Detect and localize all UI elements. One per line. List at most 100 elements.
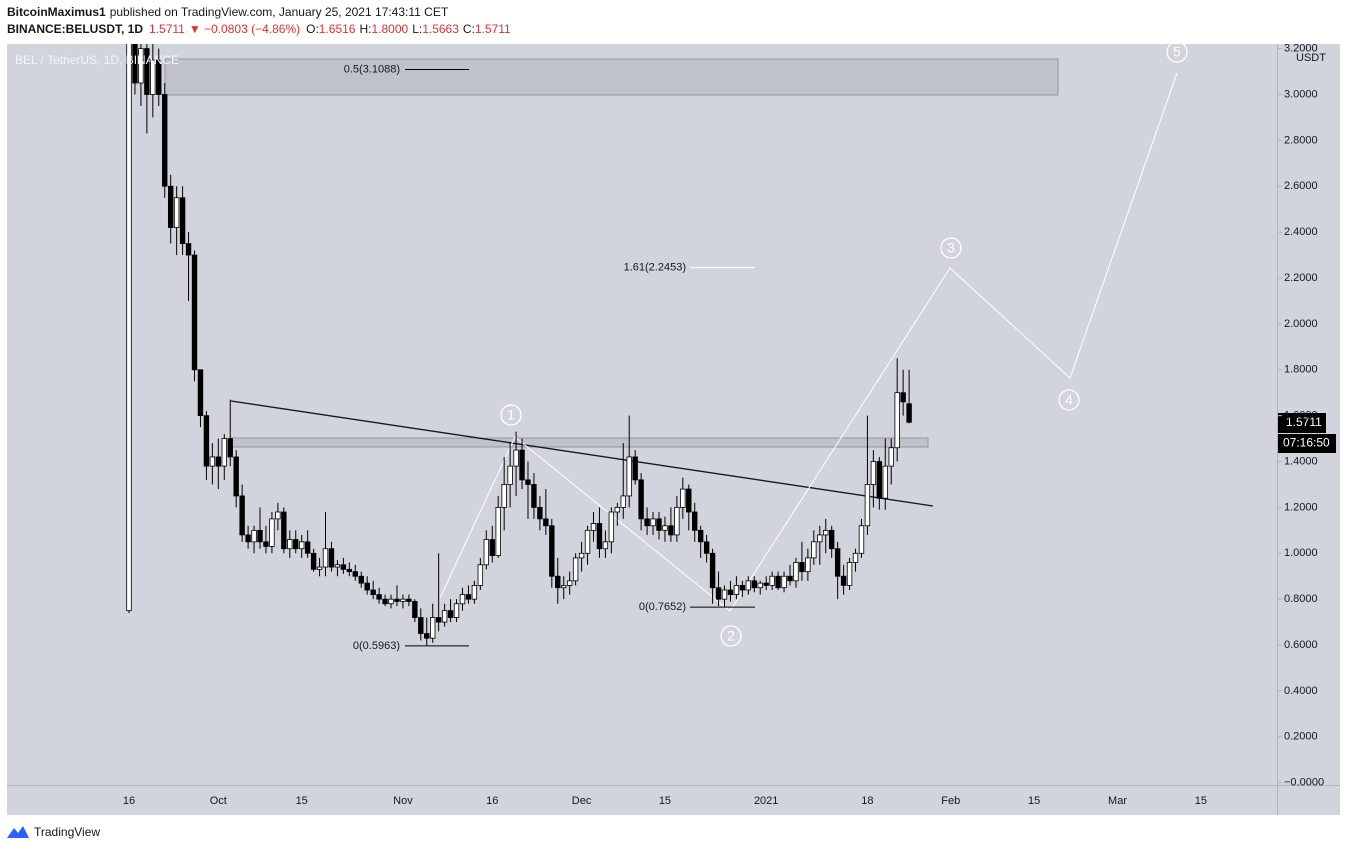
candle-body [441,610,448,623]
candle-body [519,449,525,481]
candle-body [590,523,597,531]
candle-body [680,488,686,508]
candle-body [864,484,871,527]
candle-body [346,568,353,573]
header-line: BINANCE:BELUSDT, 1D 1.5711 ▼ −0.0803 (−4.8… [7,22,511,36]
candle-body [757,582,763,589]
candle-body [352,571,358,577]
candle-body [846,562,853,586]
candle-body [870,461,877,485]
y-tick-label: 3.0000 [1284,88,1318,100]
candle-body [293,539,299,550]
x-tick-label: Oct [210,795,227,807]
candle-body [727,589,734,595]
wave-label: 1 [507,407,515,423]
candle-body [697,529,704,543]
published: published on TradingView.com, January 25… [110,5,449,19]
candle-body [561,585,567,589]
candle-body [709,552,716,589]
y-tick-label: 2.2000 [1284,272,1318,284]
candle-body [358,575,364,584]
y-tick-label: 2.4000 [1284,226,1318,238]
candle-body [876,461,883,499]
candle-body [269,518,275,547]
candle-body [692,511,698,531]
x-tick-label: Nov [393,795,413,807]
candle-body [584,529,591,554]
x-tick-label: Feb [941,795,960,807]
candle-body [185,243,192,256]
candle-body [739,585,746,591]
candle-body [382,598,388,605]
candle-body [715,587,722,600]
ohlc-label: H: [359,22,371,36]
candle-body [412,601,418,618]
y-tick-label: 0.4000 [1284,685,1318,697]
candle-body [310,552,317,570]
x-tick-label: Dec [572,795,592,807]
change: ▼ −0.0803 (−4.86%) [189,22,300,36]
candle-body [852,552,859,563]
candle-body [388,598,394,605]
candle-body [191,254,198,371]
ohlc-value: 1.8000 [371,22,408,36]
candle-body [138,48,144,84]
resistance-zone [164,58,1059,96]
candle-body [173,197,180,228]
candle-body [209,456,216,467]
candle-body [763,582,769,586]
fib-label: 0.5(3.1088) [344,63,400,75]
candle-body [549,525,555,577]
author: BitcoinMaximus1 [7,5,106,19]
candle-body [811,541,817,559]
y-tick-label: 1.6000 [1284,410,1318,422]
candle-body [328,548,335,568]
candle-body [572,557,579,582]
candle-body [882,465,888,499]
candle-body [656,518,662,531]
candle-body [626,456,632,497]
candle-body [840,575,847,586]
candle-body [596,523,603,550]
wave-circle [1058,389,1080,411]
candle-body [900,392,906,403]
candle-body [430,617,436,639]
fib-label: 0(0.5963) [353,640,400,652]
candle-body [215,456,222,467]
candle-body [221,438,227,467]
y-tick-label: 0.6000 [1284,639,1318,651]
y-tick-label: 2.8000 [1284,134,1318,146]
axis-unit: USDT [1296,52,1326,64]
candle-body [126,44,132,612]
candle-body [888,447,894,467]
candle-body [638,479,644,520]
candle-body [275,511,281,520]
wave-label: 3 [947,240,955,256]
support-zone [229,437,929,448]
last-price: 1.5711 [149,22,185,36]
brand: TradingView [34,825,100,839]
x-tick-label: 18 [861,795,873,807]
candle-body [543,518,549,527]
candle-body [513,449,519,467]
candle-body [650,518,656,527]
candle-body [769,575,775,586]
candle-body [787,575,793,582]
candle-body [316,566,323,570]
candle-body [477,564,484,586]
y-tick-label: 1.8000 [1284,364,1318,376]
fib-label: 1.61(2.2453) [624,262,686,274]
ohlc-value: 1.5663 [422,22,459,36]
y-tick-label: 1.4000 [1284,455,1318,467]
candle-body [644,518,650,527]
y-tick-label: 0.2000 [1284,731,1318,743]
candle-body [668,525,674,536]
y-tick-label: −0.0000 [1284,777,1324,789]
candle-body [162,94,168,187]
y-tick-label: 2.6000 [1284,180,1318,192]
candle-body [799,562,805,573]
candle-body [751,580,757,589]
candle-body [608,511,615,543]
candle-body [721,589,728,600]
